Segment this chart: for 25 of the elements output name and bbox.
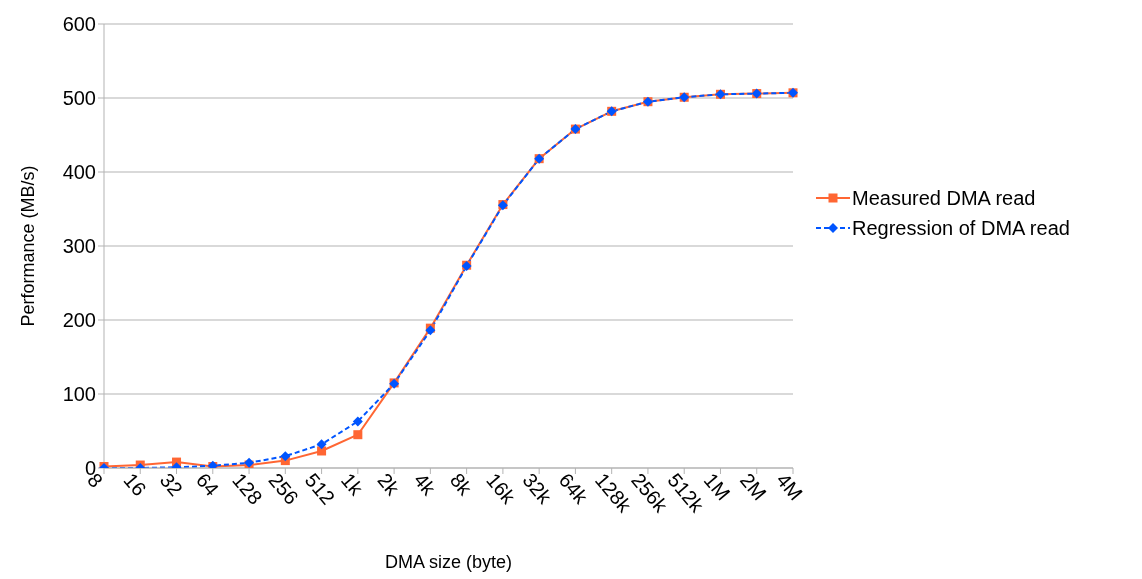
y-tick-label: 200 [62,309,96,332]
x-tick-label: 4M [772,468,807,505]
legend-label: Regression of DMA read [852,216,1070,240]
x-axis-title: DMA size (byte) [384,552,513,572]
y-tick-label: 300 [62,235,96,258]
y-tick-label: 500 [62,87,96,110]
x-tick-label: 64 [192,468,224,501]
legend-label: Measured DMA read [852,186,1036,210]
x-tick-label: 256 [264,468,303,509]
x-tick-label: 16k [482,468,521,509]
x-tick-label: 4k [409,468,441,500]
x-tick-label: 16 [119,468,151,501]
x-tick-label: 2M [735,468,771,505]
x-tick-label: 32 [155,468,187,501]
x-tick-label: 32k [518,468,557,509]
x-tick-label: 2k [373,468,405,500]
y-tick-label: 100 [62,383,96,406]
y-tick-label: 600 [62,13,96,36]
x-tick-label: 1k [337,468,369,500]
x-tick-label: 512 [300,468,340,509]
x-tick-label: 128 [228,468,267,509]
y-axis-title: Performance (MB/s) [18,165,39,327]
x-tick-label: 8k [445,468,477,500]
x-tick-label: 64k [554,468,593,509]
y-tick-label: 400 [62,161,96,184]
